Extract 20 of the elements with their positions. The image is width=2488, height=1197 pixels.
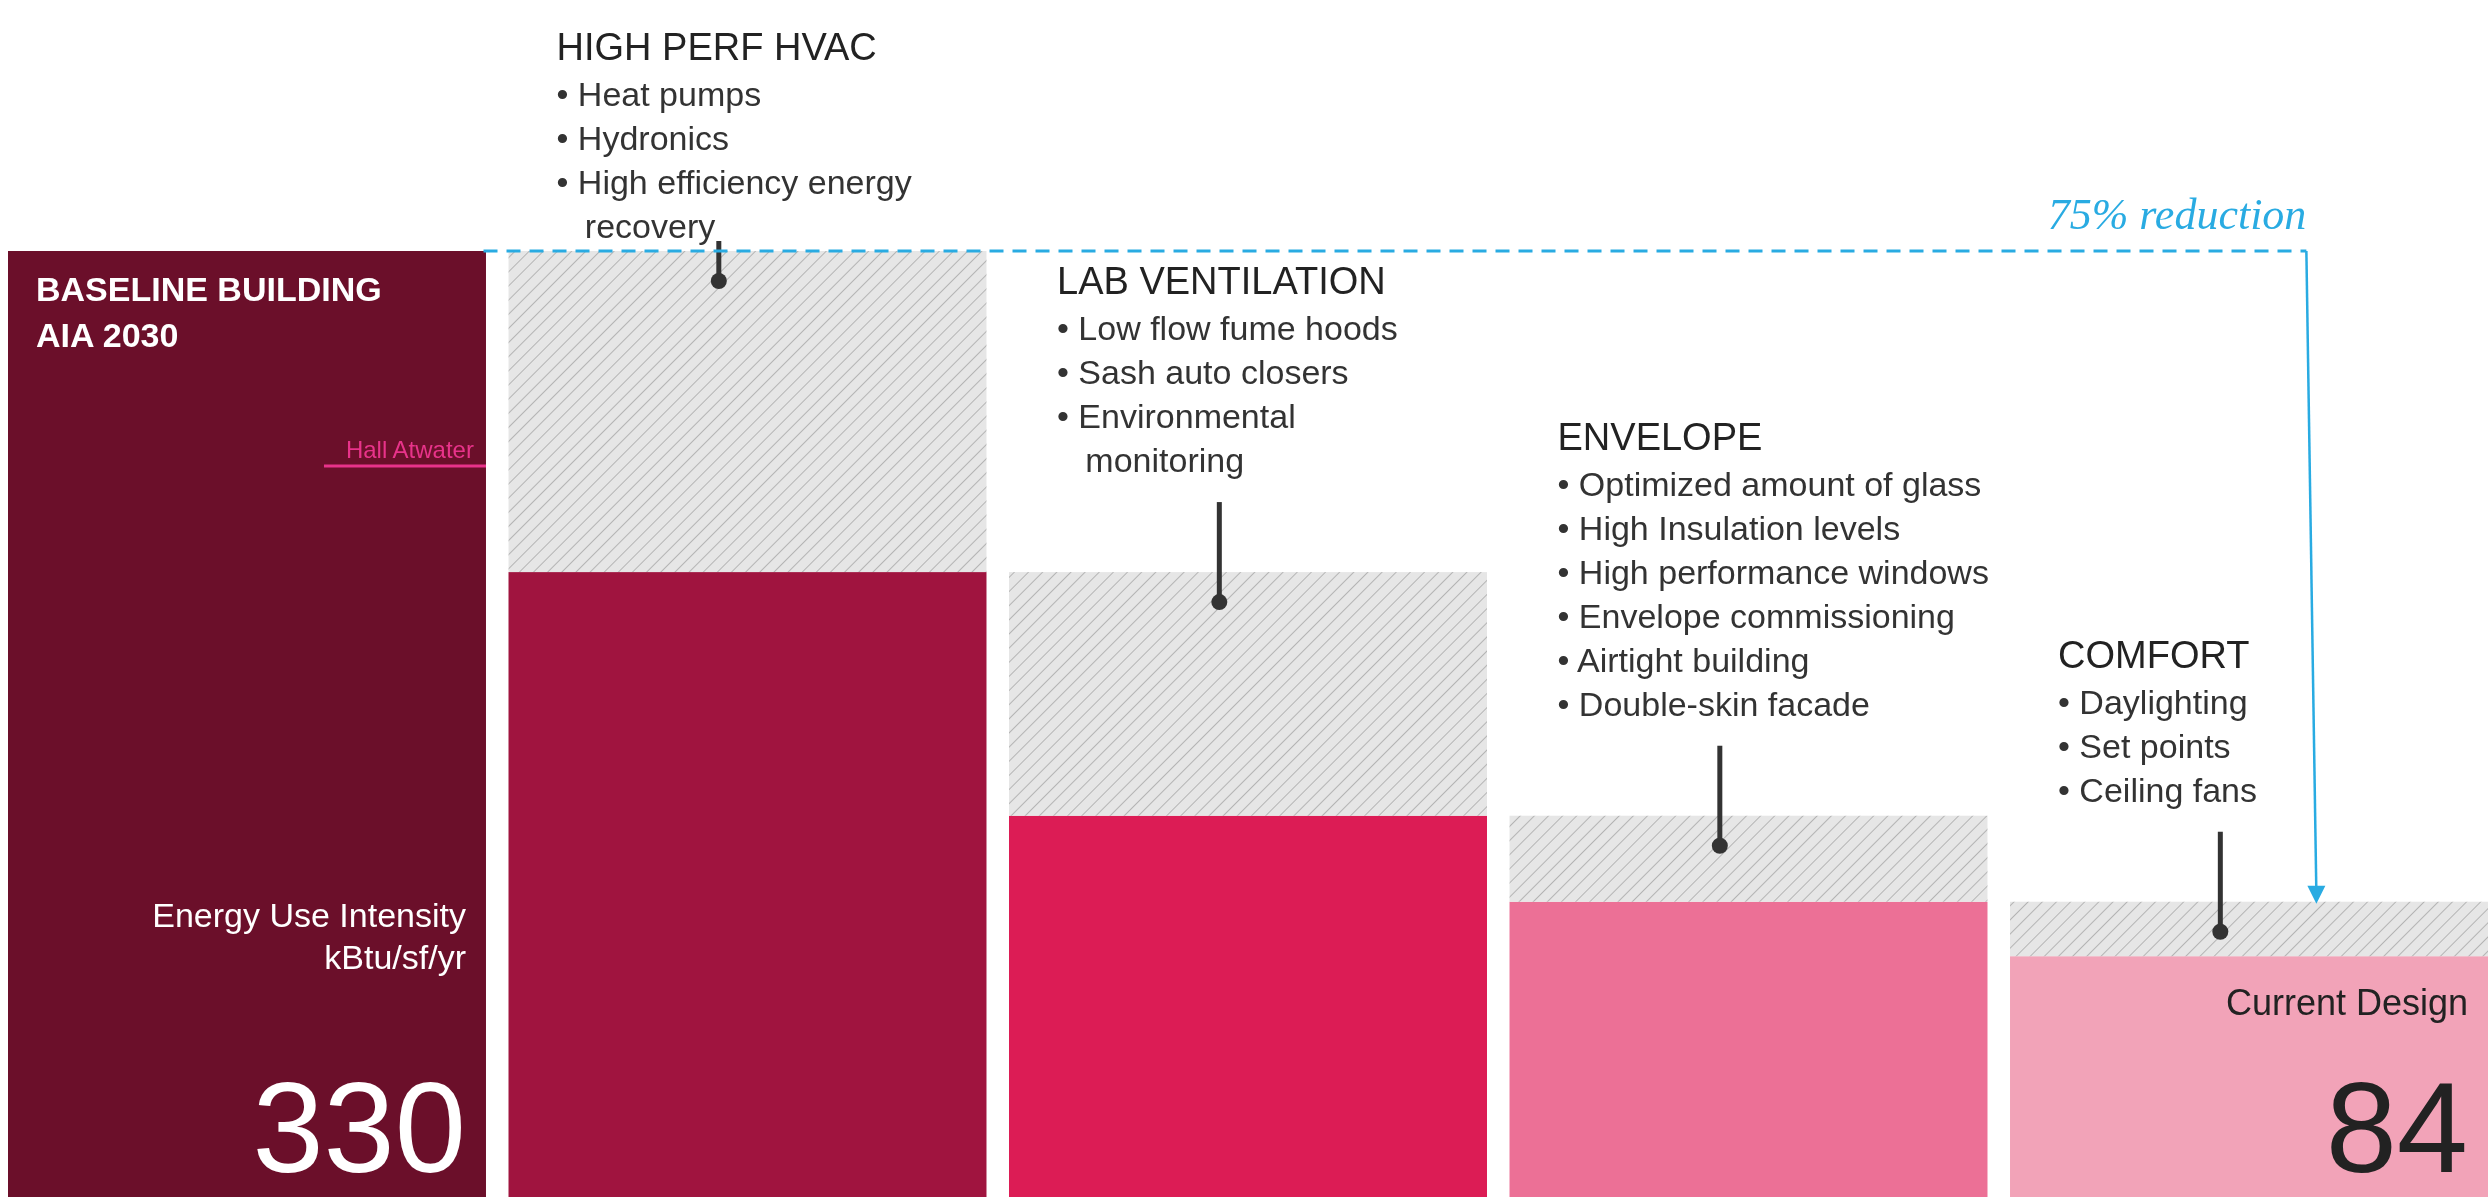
bar xyxy=(508,251,987,573)
bar xyxy=(508,572,987,1197)
bar xyxy=(8,251,486,1197)
annotation: LAB VENTILATION • Low flow fume hoods • Sash auto closers • Environmental monitoring xyxy=(1057,260,1398,480)
y-axis-title: Energy Use Intensity kBtu/sf/yr xyxy=(152,896,466,976)
bar xyxy=(2010,956,2488,1197)
data-label: 84 xyxy=(2325,1056,2468,1197)
bar xyxy=(1009,815,1487,1197)
annotation: ENVELOPE • Optimized amount of glass • High Insulation levels • High performance windows • Envelope commissioning • Airtight building • Double-skin facade xyxy=(1557,415,1989,723)
data-label: 330 xyxy=(252,1056,466,1197)
bar xyxy=(1009,572,1487,816)
ref-line-label: 75% reduction xyxy=(2047,190,2307,239)
annotation: Current Design xyxy=(2225,981,2468,1023)
text: HIGH PERF HVAC • Heat pumps • Hydronics • High efficiency energy recovery xyxy=(556,26,912,245)
bar xyxy=(1509,815,1988,902)
annotation: COMFORT • Daylighting • Set points • Ceiling fans xyxy=(2058,633,2258,809)
annotation: BASELINE BUILDING AIA 2030 xyxy=(36,270,382,354)
annotation: Hall Atwater xyxy=(345,436,474,463)
bar xyxy=(1509,901,1988,1197)
bar xyxy=(2010,901,2488,957)
